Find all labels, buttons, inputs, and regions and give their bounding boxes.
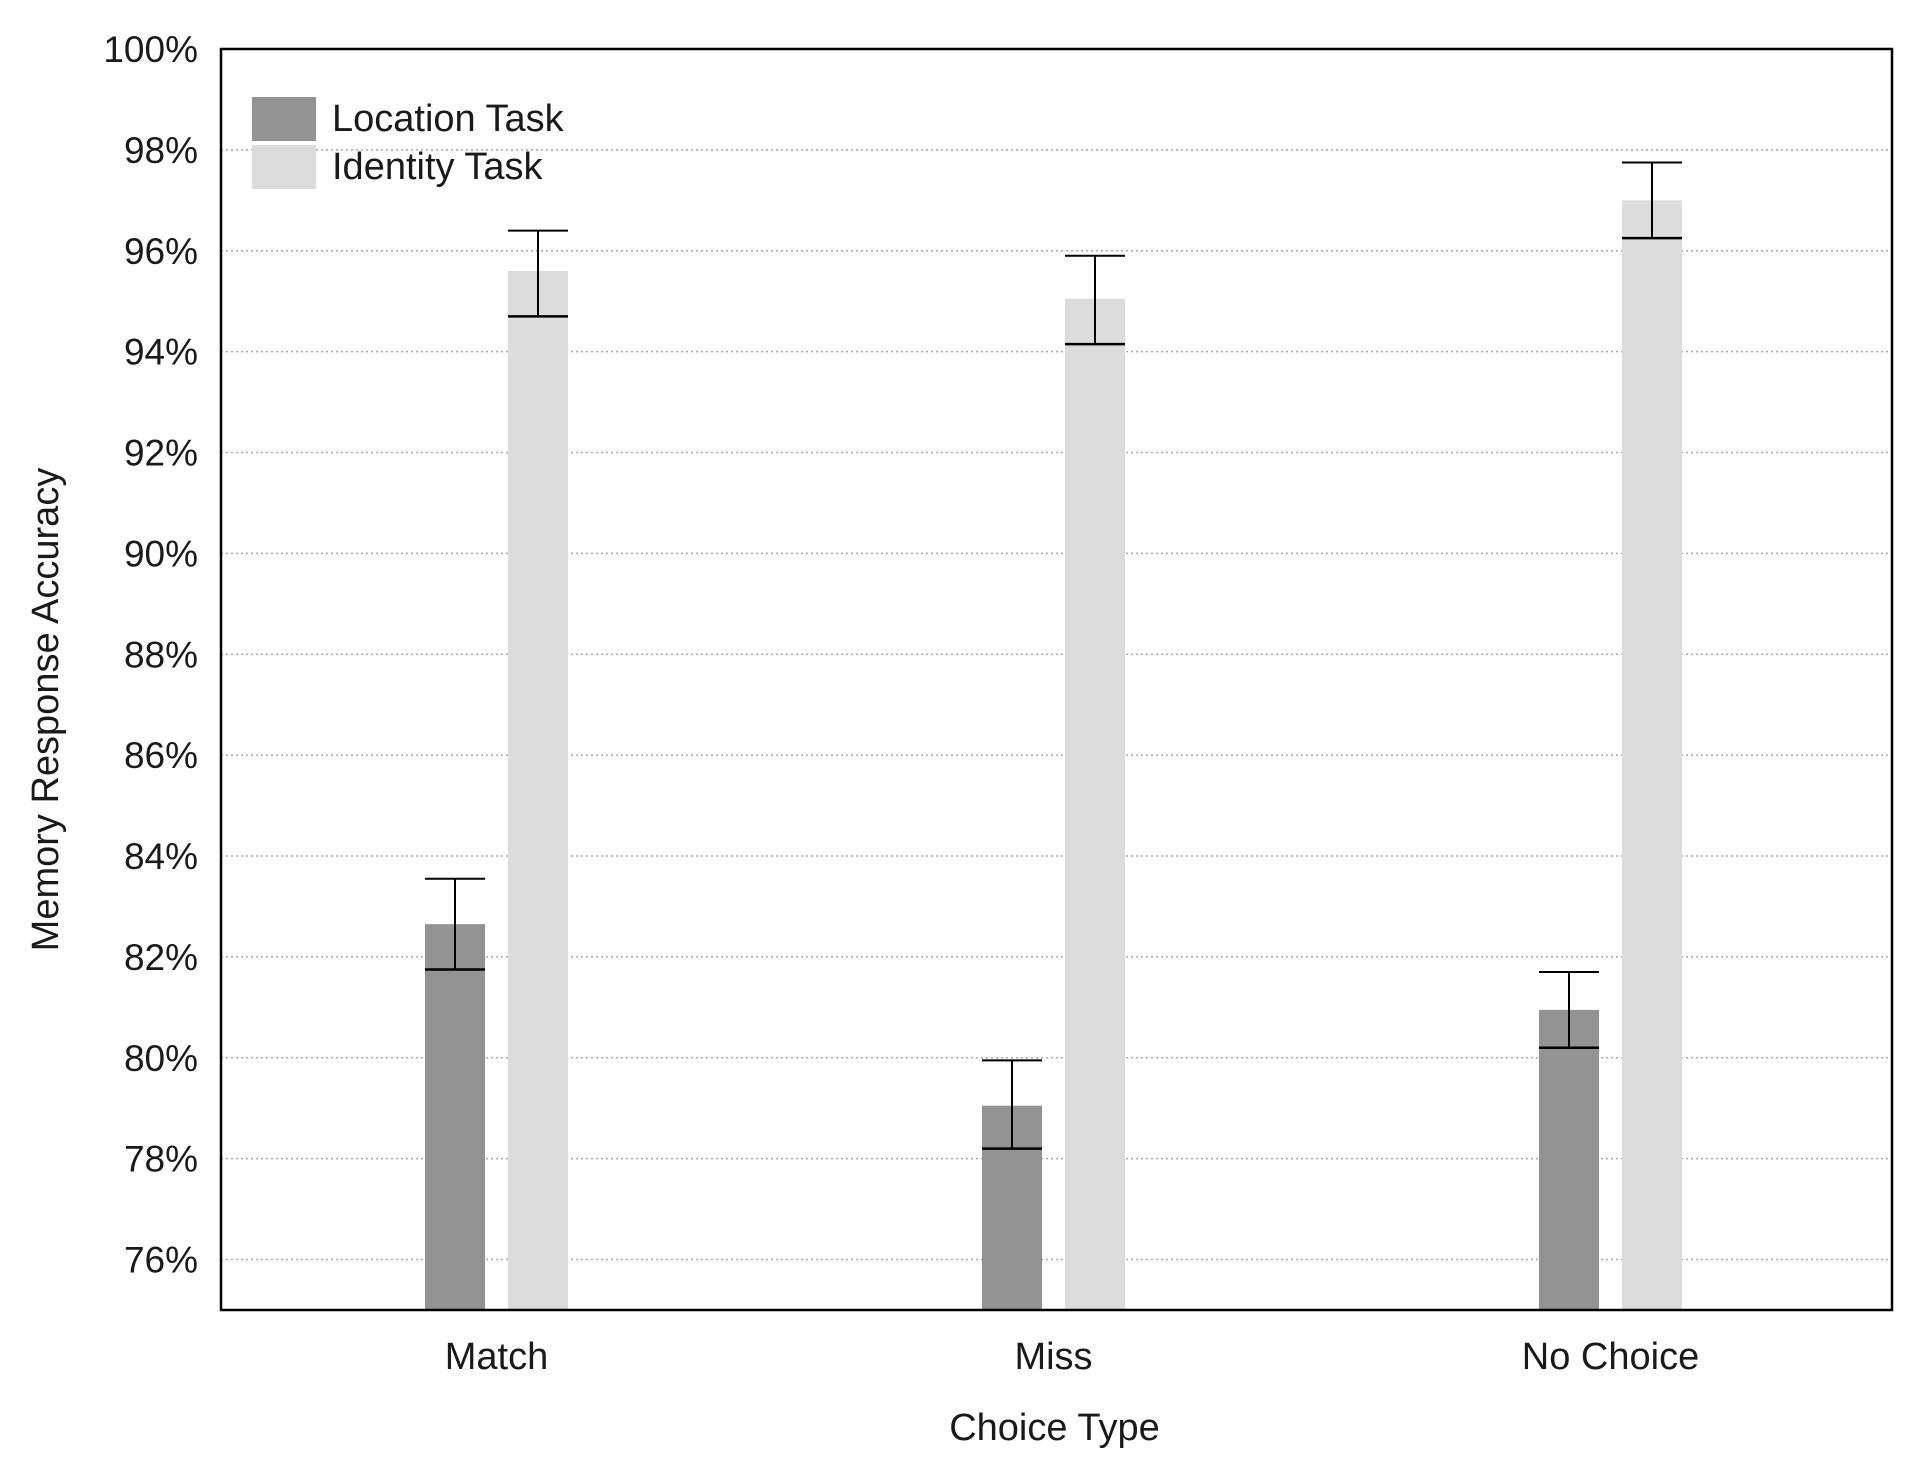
y-axis-ticks: 76% 78% 80% 82% 84% 86% 88% 90% 92% 94% 96% 98% 100% — [103, 29, 198, 1281]
legend-item-identity-task: Identity Task — [252, 145, 544, 189]
x-category-label-no-choice: No Choice — [1522, 1336, 1699, 1378]
y-tick-label-82: 82% — [124, 937, 198, 978]
y-tick-label-84: 84% — [124, 836, 198, 877]
y-axis-title: Memory Response Accuracy — [25, 468, 67, 952]
y-tick-label-100: 100% — [103, 29, 198, 70]
y-tick-label-78: 78% — [124, 1139, 198, 1180]
y-tick-label-96: 96% — [124, 231, 198, 272]
legend-label: Identity Task — [332, 146, 544, 188]
bar-identity-task-match — [508, 270, 568, 1310]
legend-swatch — [252, 97, 316, 141]
legend-swatch — [252, 145, 316, 189]
bar-location-task-no-choice — [1539, 1009, 1599, 1310]
y-tick-label-94: 94% — [124, 332, 198, 373]
bars — [425, 200, 1682, 1311]
errorbar-location-task-match — [425, 877, 485, 971]
y-tick-label-98: 98% — [124, 130, 198, 171]
y-tick-label-80: 80% — [124, 1038, 198, 1079]
bar-identity-task-no-choice — [1622, 200, 1682, 1310]
legend-label: Location Task — [332, 98, 565, 140]
legend-item-location-task: Location Task — [252, 97, 565, 141]
errorbar-identity-task-miss — [1065, 254, 1125, 346]
y-tick-label-92: 92% — [124, 433, 198, 474]
x-category-label-match: Match — [445, 1336, 548, 1378]
errorbar-location-task-no-choice — [1539, 971, 1599, 1049]
errorbar-identity-task-match — [508, 229, 568, 318]
x-axis-categories: Match Miss No Choice — [445, 1336, 1699, 1378]
x-category-label-miss: Miss — [1014, 1336, 1092, 1378]
error-bars — [425, 161, 1682, 1150]
y-tick-label-86: 86% — [124, 735, 198, 776]
errorbar-identity-task-no-choice — [1622, 161, 1682, 240]
y-tick-label-76: 76% — [124, 1240, 198, 1281]
bar-identity-task-miss — [1065, 298, 1125, 1311]
y-tick-label-90: 90% — [124, 533, 198, 574]
legend: Location Task Identity Task — [252, 97, 565, 189]
plot-frame — [219, 47, 1894, 1312]
gridlines — [221, 149, 1892, 1261]
x-axis-title: Choice Type — [949, 1407, 1160, 1449]
bar-location-task-match — [425, 924, 485, 1310]
y-tick-label-88: 88% — [124, 634, 198, 675]
errorbar-location-task-miss — [982, 1059, 1042, 1150]
